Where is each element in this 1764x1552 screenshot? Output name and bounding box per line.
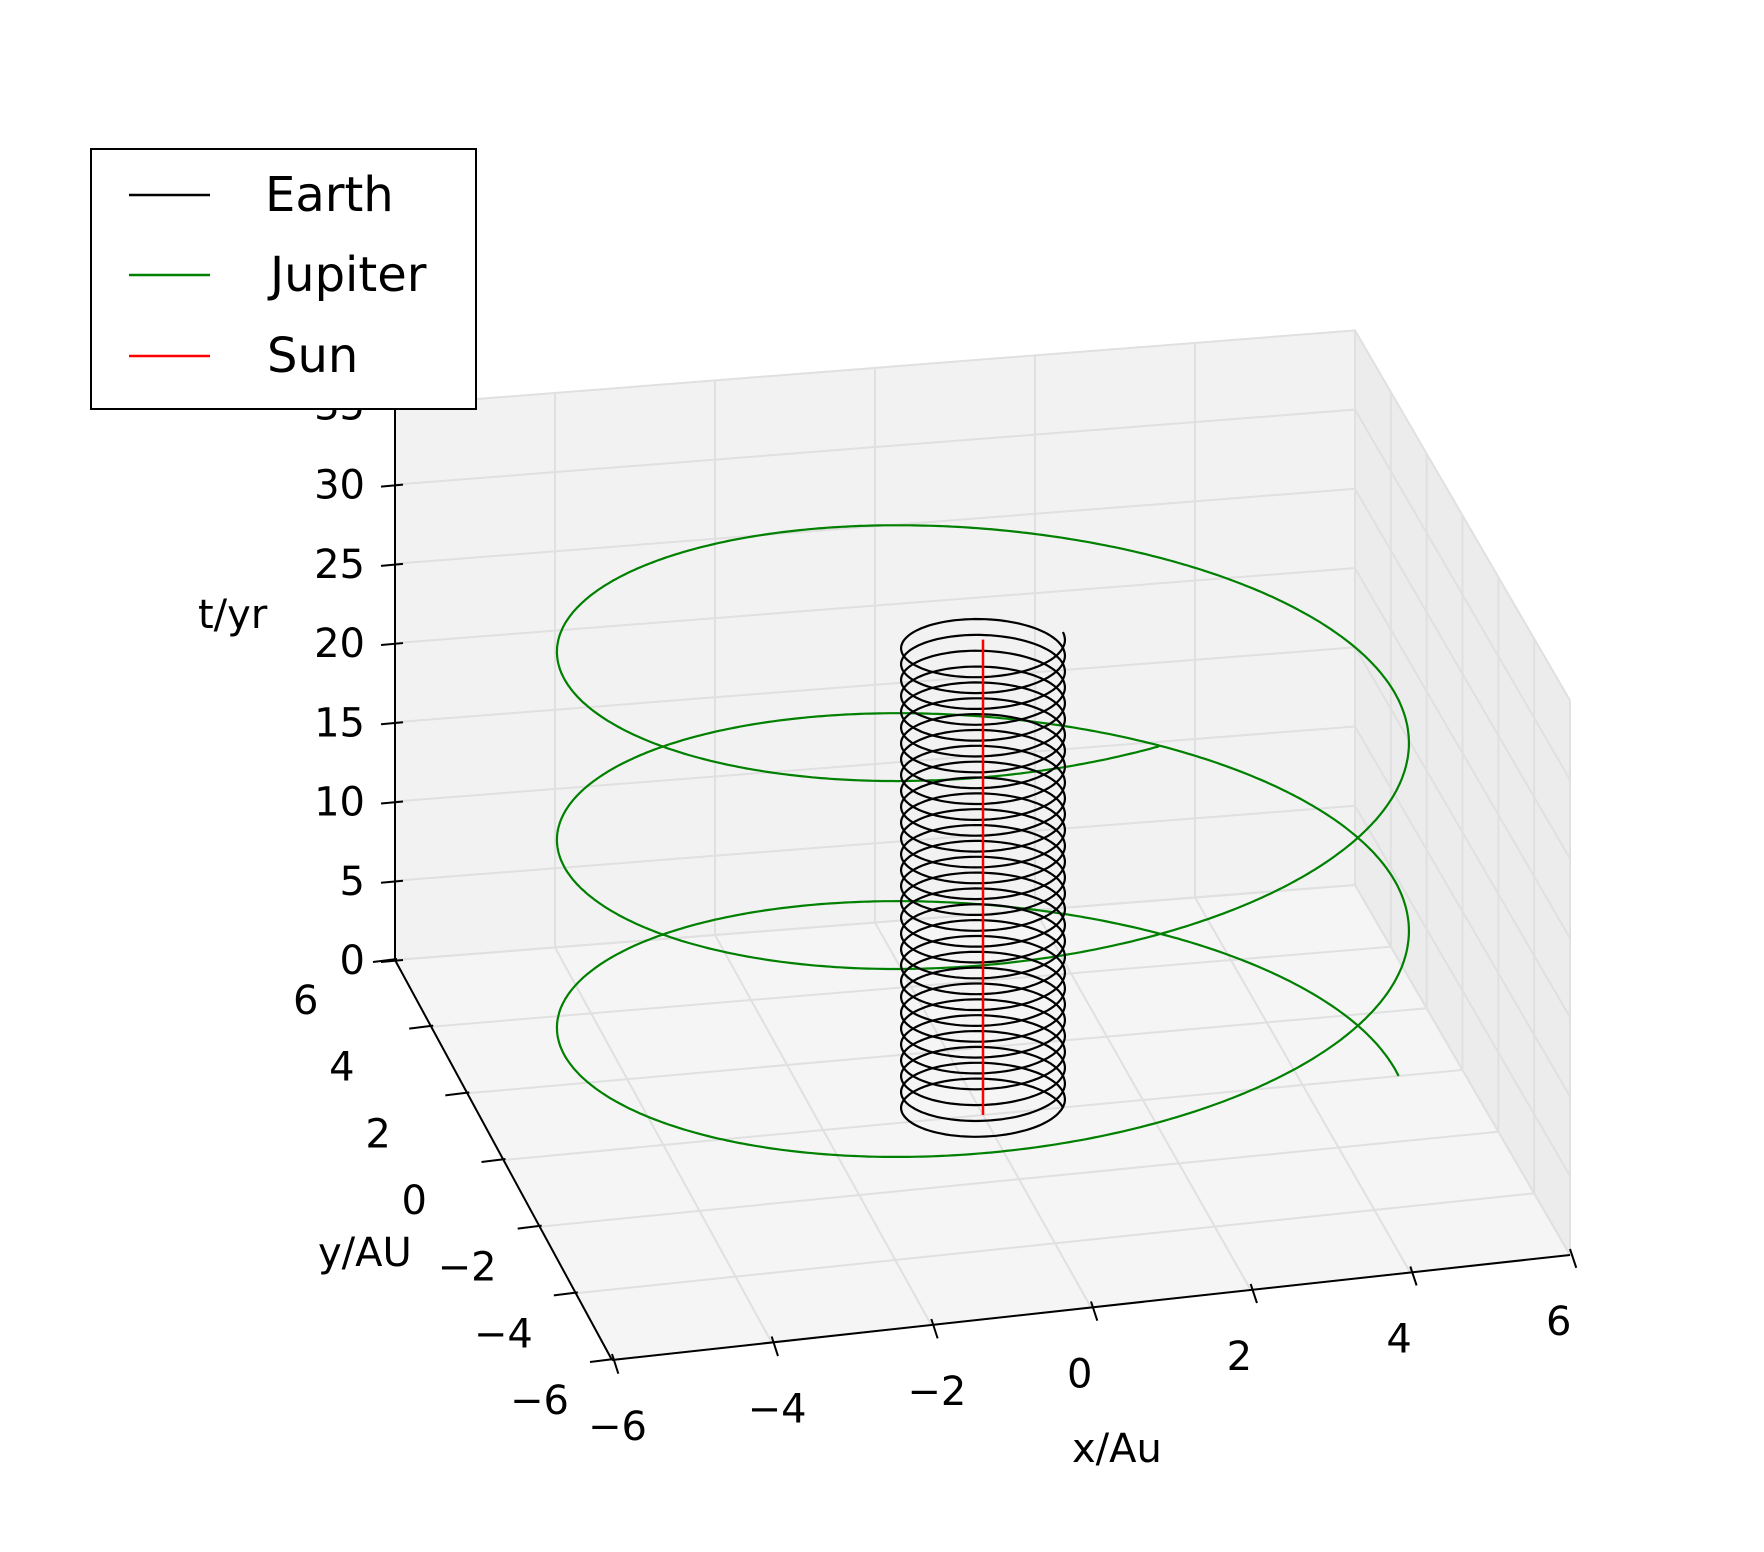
y-tick-mark (553, 1291, 578, 1297)
z-tick-label: 30 (314, 463, 365, 509)
z-tick-mark (380, 562, 404, 567)
x-tick-mark (611, 1353, 620, 1374)
grid-line-z (394, 329, 1571, 701)
y-tick-label: 2 (365, 1111, 390, 1157)
y-tick-label: −4 (474, 1311, 533, 1357)
z-tick-label: 20 (314, 621, 365, 667)
z-tick-mark (380, 800, 404, 805)
z-tick-label: 0 (340, 938, 365, 984)
x-tick-mark (1090, 1301, 1099, 1322)
y-tick-mark (409, 1024, 434, 1030)
x-tick-label: 4 (1386, 1317, 1411, 1363)
legend-label-earth: Earth (265, 167, 394, 223)
y-axis-label: y/AU (318, 1230, 412, 1276)
legend-label-jupiter: Jupiter (267, 247, 427, 303)
grid-line-z (394, 725, 1571, 1098)
z-tick-label: 25 (314, 542, 365, 588)
z-tick-mark (380, 642, 404, 647)
y-tick-mark (445, 1091, 470, 1097)
y-tick-label: 0 (402, 1178, 427, 1224)
grid-line-z (394, 408, 1571, 781)
y-tick-mark (517, 1224, 542, 1230)
legend: Earth Jupiter Sun (90, 148, 477, 410)
x-tick-mark (770, 1336, 779, 1357)
x-tick-mark (1569, 1248, 1578, 1269)
legend-label-sun: Sun (267, 328, 358, 384)
x-tick-mark (1249, 1283, 1258, 1304)
z-tick-mark (380, 959, 404, 963)
series-layer (555, 524, 1411, 1159)
x-tick-label: −2 (907, 1369, 966, 1415)
y-tick-label: 4 (329, 1045, 354, 1091)
grid-line-z (394, 804, 1571, 1177)
legend-box (90, 148, 477, 410)
grid-line-z (394, 567, 1571, 939)
y-tick-label: −2 (438, 1245, 497, 1291)
y-tick-mark (481, 1158, 506, 1163)
series-jupiter (555, 524, 1411, 1159)
grid-line-z (394, 487, 1571, 860)
y-tick-mark (589, 1358, 615, 1363)
x-tick-label: −6 (588, 1404, 647, 1450)
series-earth (899, 617, 1067, 1138)
x-tick-label: 2 (1227, 1334, 1252, 1380)
z-tick-label: 10 (314, 780, 365, 826)
y-tick-label: −6 (510, 1378, 569, 1424)
z-tick-label: 5 (340, 859, 365, 905)
x-tick-label: 0 (1067, 1352, 1092, 1398)
grid-lines (394, 329, 1571, 1361)
z-tick-mark (380, 721, 404, 726)
x-axis-label: x/Au (1072, 1426, 1162, 1472)
x-axis-line (611, 1254, 1571, 1361)
z-tick-label: 15 (314, 700, 365, 746)
z-axis-label: t/yr (198, 592, 268, 638)
x-tick-mark (1409, 1266, 1418, 1286)
z-tick-mark (380, 879, 404, 884)
y-tick-mark (372, 958, 398, 963)
y-tick-label: 6 (293, 978, 318, 1024)
x-tick-label: −4 (748, 1387, 807, 1433)
x-tick-label: 6 (1546, 1299, 1571, 1345)
z-tick-mark (380, 483, 404, 488)
grid-line-z (394, 883, 1571, 1256)
x-tick-mark (930, 1318, 939, 1339)
